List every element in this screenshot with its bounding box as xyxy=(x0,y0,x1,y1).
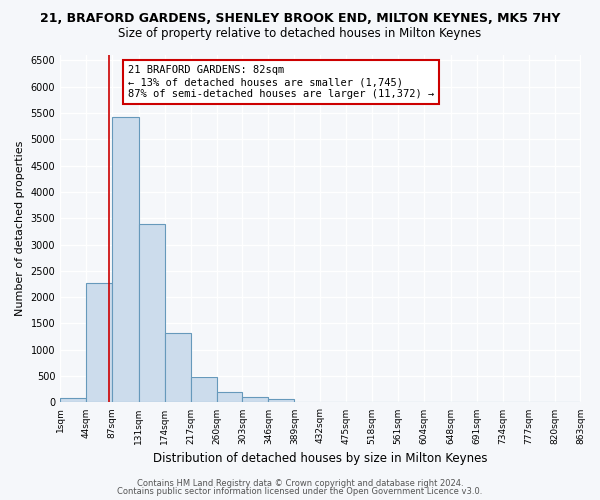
Bar xyxy=(191,378,217,402)
Text: Size of property relative to detached houses in Milton Keynes: Size of property relative to detached ho… xyxy=(118,28,482,40)
Text: Contains HM Land Registry data © Crown copyright and database right 2024.: Contains HM Land Registry data © Crown c… xyxy=(137,478,463,488)
Bar xyxy=(268,399,295,402)
Y-axis label: Number of detached properties: Number of detached properties xyxy=(15,141,25,316)
Bar xyxy=(164,334,191,402)
Text: 21 BRAFORD GARDENS: 82sqm
← 13% of detached houses are smaller (1,745)
87% of se: 21 BRAFORD GARDENS: 82sqm ← 13% of detac… xyxy=(128,66,434,98)
Bar xyxy=(242,397,268,402)
Bar xyxy=(86,283,112,403)
Bar xyxy=(139,224,164,402)
Bar xyxy=(217,392,242,402)
X-axis label: Distribution of detached houses by size in Milton Keynes: Distribution of detached houses by size … xyxy=(153,452,488,465)
Text: Contains public sector information licensed under the Open Government Licence v3: Contains public sector information licen… xyxy=(118,487,482,496)
Text: 21, BRAFORD GARDENS, SHENLEY BROOK END, MILTON KEYNES, MK5 7HY: 21, BRAFORD GARDENS, SHENLEY BROOK END, … xyxy=(40,12,560,26)
Bar xyxy=(112,116,139,403)
Bar xyxy=(60,398,86,402)
